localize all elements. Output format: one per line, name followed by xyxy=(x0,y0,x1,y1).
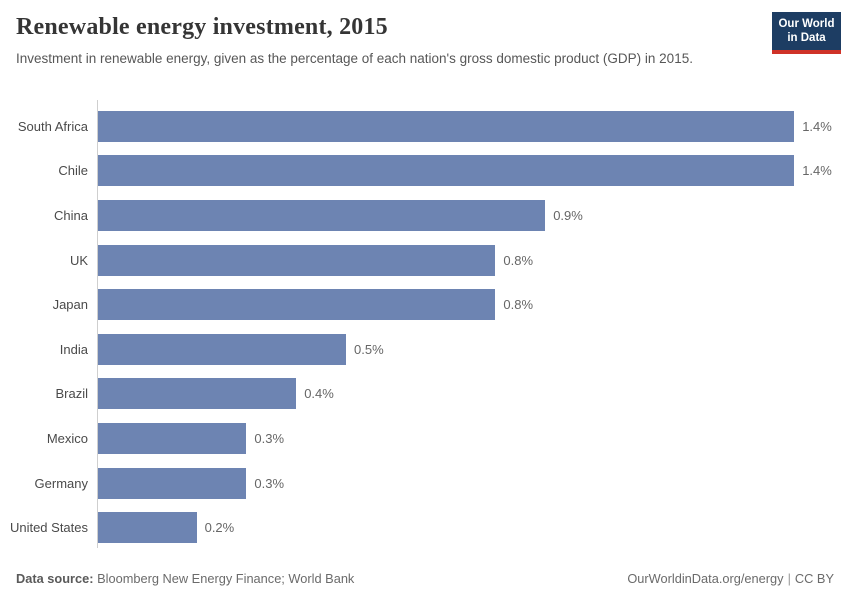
page-subtitle: Investment in renewable energy, given as… xyxy=(16,51,693,66)
value-label: 0.5% xyxy=(354,341,384,357)
bar-row: United States 0.2% xyxy=(0,505,844,550)
bar-row: Japan 0.8% xyxy=(0,282,844,327)
value-label: 0.8% xyxy=(503,297,534,313)
bar-track: 0.3% xyxy=(97,461,844,506)
category-label: UK xyxy=(69,252,88,268)
footer-separator: | xyxy=(787,571,791,586)
bar-row: South Africa 1.4% xyxy=(0,104,844,149)
bar-track: 0.8% xyxy=(97,282,844,327)
bar-row: UK 0.8% xyxy=(0,238,844,283)
bar-track: 0.5% xyxy=(97,327,844,372)
bar-row: China 0.9% xyxy=(0,193,844,238)
value-label: 0.8% xyxy=(503,252,534,268)
value-label: 0.3% xyxy=(254,430,285,446)
bar[interactable] xyxy=(97,422,247,454)
category-label: China xyxy=(54,207,88,223)
bar-chart: South Africa 1.4% Chile 1.4% China 0.9% … xyxy=(0,100,844,550)
category-label: Japan xyxy=(52,297,88,313)
chart-footer: Data source: Bloomberg New Energy Financ… xyxy=(16,571,834,586)
value-label: 1.4% xyxy=(802,118,832,134)
bar[interactable] xyxy=(97,378,297,410)
value-label: 0.2% xyxy=(204,520,235,536)
bar[interactable] xyxy=(97,110,795,142)
bar-row: India 0.5% xyxy=(0,327,844,372)
category-label: South Africa xyxy=(17,118,88,134)
bar[interactable] xyxy=(97,199,546,231)
license-label: CC BY xyxy=(794,571,834,586)
bar[interactable] xyxy=(97,467,247,499)
data-source-value: Bloomberg New Energy Finance; World Bank xyxy=(93,571,355,586)
owid-logo-text-line1: Our World xyxy=(778,18,835,30)
bar-row: Chile 1.4% xyxy=(0,149,844,194)
bar[interactable] xyxy=(97,155,795,187)
category-label: United States xyxy=(9,520,88,536)
bar[interactable] xyxy=(97,333,346,365)
value-label: 0.3% xyxy=(254,475,285,491)
owid-logo-text-line2: in Data xyxy=(787,32,826,45)
category-label: Germany xyxy=(34,475,88,491)
y-axis-line xyxy=(97,100,98,548)
bar-row: Mexico 0.3% xyxy=(0,416,844,461)
bar-row: Brazil 0.4% xyxy=(0,372,844,417)
bar-track: 0.2% xyxy=(97,505,844,550)
category-label: Brazil xyxy=(55,386,88,402)
bar[interactable] xyxy=(97,244,496,276)
category-label: India xyxy=(59,341,88,357)
owid-url-link[interactable]: OurWorldinData.org/energy xyxy=(627,571,784,586)
value-label: 1.4% xyxy=(802,163,832,179)
bar-track: 0.3% xyxy=(97,416,844,461)
data-source-label: Data source: xyxy=(16,571,94,586)
bar-track: 0.9% xyxy=(97,193,844,238)
bar[interactable] xyxy=(97,289,496,321)
value-label: 0.4% xyxy=(304,386,334,402)
footer-right: OurWorldinData.org/energy | CC BY xyxy=(627,571,834,586)
category-label: Chile xyxy=(58,163,88,179)
data-source-note: Data source: Bloomberg New Energy Financ… xyxy=(16,571,354,586)
value-label: 0.9% xyxy=(553,207,583,223)
page-title: Renewable energy investment, 2015 xyxy=(16,14,388,40)
bar-track: 0.8% xyxy=(97,238,844,283)
chart-header: Renewable energy investment, 2015 Invest… xyxy=(0,0,850,69)
bar-track: 1.4% xyxy=(97,104,844,149)
bar-track: 1.4% xyxy=(97,149,844,194)
category-label: Mexico xyxy=(46,430,88,446)
bar[interactable] xyxy=(97,512,197,544)
owid-logo[interactable]: Our World in Data xyxy=(772,12,841,54)
bar-row: Germany 0.3% xyxy=(0,461,844,506)
bar-track: 0.4% xyxy=(97,372,844,417)
